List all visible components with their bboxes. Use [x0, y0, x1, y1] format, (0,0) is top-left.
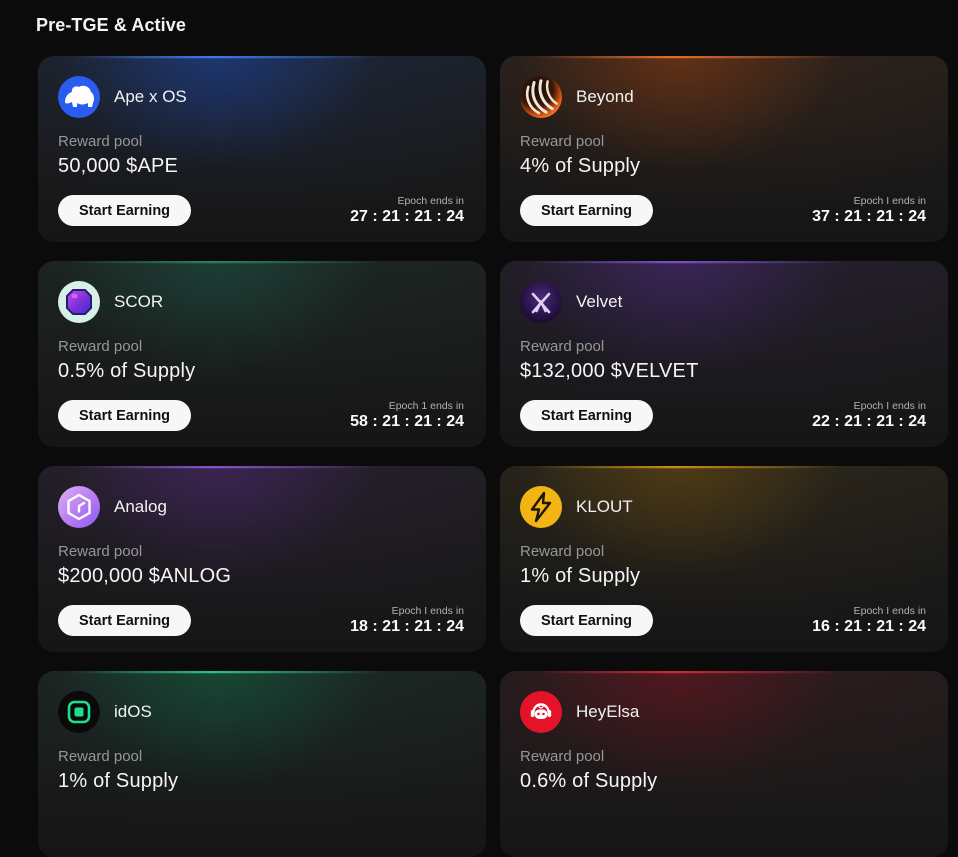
- lightning-bolt-icon: [520, 486, 562, 528]
- start-earning-button[interactable]: Start Earning: [58, 195, 192, 226]
- card-footer: Start Earning Epoch I ends in 18 : 21 : …: [58, 605, 464, 636]
- reward-pool-value: 4% of Supply: [520, 155, 641, 177]
- card-footer: Start Earning Epoch ends in 27 : 21 : 21…: [58, 195, 464, 226]
- card-header: KLOUT: [520, 486, 928, 528]
- project-name: SCOR: [114, 292, 164, 311]
- reward-pool-value: 1% of Supply: [58, 770, 179, 792]
- start-earning-button[interactable]: Start Earning: [58, 605, 192, 636]
- reward-pool-value: 50,000 $APE: [58, 155, 179, 177]
- card-content: Ape x OS Reward pool 50,000 $APE Start E…: [38, 56, 486, 242]
- reward-pool-value: $200,000 $ANLOG: [58, 565, 232, 587]
- gorilla-icon: [58, 76, 100, 118]
- project-card[interactable]: Velvet Reward pool $132,000 $VELVET Star…: [500, 261, 948, 447]
- card-content: HeyElsa Reward pool 0.6% of Supply: [500, 671, 948, 857]
- reward-pool-value: 0.6% of Supply: [520, 770, 658, 792]
- project-name: HeyElsa: [576, 702, 640, 721]
- card-content: idOS Reward pool 1% of Supply: [38, 671, 486, 857]
- reward-pool-label: Reward pool: [58, 133, 143, 150]
- project-card[interactable]: SCOR Reward pool 0.5% of Supply Start Ea…: [38, 261, 486, 447]
- pixel-gem-icon: [58, 281, 100, 323]
- cards-grid: Ape x OS Reward pool 50,000 $APE Start E…: [38, 56, 958, 857]
- card-content: Analog Reward pool $200,000 $ANLOG Start…: [38, 466, 486, 652]
- velvet-monogram-icon: [520, 281, 562, 323]
- epoch-ends-label: Epoch ends in: [397, 195, 464, 207]
- epoch-timer-block: Epoch I ends in 16 : 21 : 21 : 24: [812, 605, 926, 636]
- project-card[interactable]: Analog Reward pool $200,000 $ANLOG Start…: [38, 466, 486, 652]
- card-content: KLOUT Reward pool 1% of Supply Start Ear…: [500, 466, 948, 652]
- epoch-timer-block: Epoch I ends in 37 : 21 : 21 : 24: [812, 195, 926, 226]
- striped-sphere-icon: [520, 76, 562, 118]
- project-card[interactable]: HeyElsa Reward pool 0.6% of Supply: [500, 671, 948, 857]
- project-name: idOS: [114, 702, 152, 721]
- card-header: Analog: [58, 486, 466, 528]
- reward-pool-label: Reward pool: [520, 133, 605, 150]
- epoch-ends-label: Epoch I ends in: [853, 195, 926, 207]
- green-square-icon: [58, 691, 100, 733]
- epoch-ends-label: Epoch 1 ends in: [388, 400, 464, 412]
- card-footer: Start Earning Epoch I ends in 37 : 21 : …: [520, 195, 926, 226]
- reward-pool-value: 1% of Supply: [520, 565, 641, 587]
- epoch-ends-label: Epoch I ends in: [853, 605, 926, 617]
- epoch-timer-block: Epoch I ends in 22 : 21 : 21 : 24: [812, 400, 926, 431]
- hexagon-icon: [58, 486, 100, 528]
- reward-pool-label: Reward pool: [58, 338, 143, 355]
- reward-pool-label: Reward pool: [58, 748, 143, 765]
- card-footer: Start Earning Epoch I ends in 22 : 21 : …: [520, 400, 926, 431]
- start-earning-button[interactable]: Start Earning: [520, 400, 654, 431]
- card-header: HeyElsa: [520, 691, 928, 733]
- epoch-timer-block: Epoch I ends in 18 : 21 : 21 : 24: [350, 605, 464, 636]
- start-earning-button[interactable]: Start Earning: [520, 195, 654, 226]
- epoch-countdown: 58 : 21 : 21 : 24: [350, 413, 464, 430]
- card-content: Velvet Reward pool $132,000 $VELVET Star…: [500, 261, 948, 447]
- epoch-countdown: 18 : 21 : 21 : 24: [350, 618, 464, 635]
- start-earning-button[interactable]: Start Earning: [520, 605, 654, 636]
- project-card[interactable]: Ape x OS Reward pool 50,000 $APE Start E…: [38, 56, 486, 242]
- epoch-countdown: 27 : 21 : 21 : 24: [350, 208, 464, 225]
- card-footer: Start Earning Epoch I ends in 16 : 21 : …: [520, 605, 926, 636]
- epoch-ends-label: Epoch I ends in: [391, 605, 464, 617]
- card-content: SCOR Reward pool 0.5% of Supply Start Ea…: [38, 261, 486, 447]
- card-header: Velvet: [520, 281, 928, 323]
- reward-pool-label: Reward pool: [520, 748, 605, 765]
- reward-pool-label: Reward pool: [520, 543, 605, 560]
- project-name: Velvet: [576, 292, 623, 311]
- start-earning-button[interactable]: Start Earning: [58, 400, 192, 431]
- project-name: KLOUT: [576, 497, 633, 516]
- reward-pool-label: Reward pool: [520, 338, 605, 355]
- card-content: Beyond Reward pool 4% of Supply Start Ea…: [500, 56, 948, 242]
- epoch-countdown: 16 : 21 : 21 : 24: [812, 618, 926, 635]
- project-name: Analog: [114, 497, 167, 516]
- card-header: idOS: [58, 691, 466, 733]
- project-card[interactable]: KLOUT Reward pool 1% of Supply Start Ear…: [500, 466, 948, 652]
- epoch-countdown: 37 : 21 : 21 : 24: [812, 208, 926, 225]
- project-name: Beyond: [576, 87, 634, 106]
- card-footer: Start Earning Epoch 1 ends in 58 : 21 : …: [58, 400, 464, 431]
- project-card[interactable]: idOS Reward pool 1% of Supply: [38, 671, 486, 857]
- epoch-timer-block: Epoch ends in 27 : 21 : 21 : 24: [350, 195, 464, 226]
- project-card[interactable]: Beyond Reward pool 4% of Supply Start Ea…: [500, 56, 948, 242]
- reward-pool-value: $132,000 $VELVET: [520, 360, 699, 382]
- robot-face-icon: [520, 691, 562, 733]
- project-name: Ape x OS: [114, 87, 187, 106]
- reward-pool-label: Reward pool: [58, 543, 143, 560]
- card-header: Beyond: [520, 76, 928, 118]
- card-header: SCOR: [58, 281, 466, 323]
- reward-pool-value: 0.5% of Supply: [58, 360, 196, 382]
- page-title: Pre-TGE & Active: [36, 15, 186, 35]
- epoch-timer-block: Epoch 1 ends in 58 : 21 : 21 : 24: [350, 400, 464, 431]
- card-header: Ape x OS: [58, 76, 466, 118]
- epoch-ends-label: Epoch I ends in: [853, 400, 926, 412]
- epoch-countdown: 22 : 21 : 21 : 24: [812, 413, 926, 430]
